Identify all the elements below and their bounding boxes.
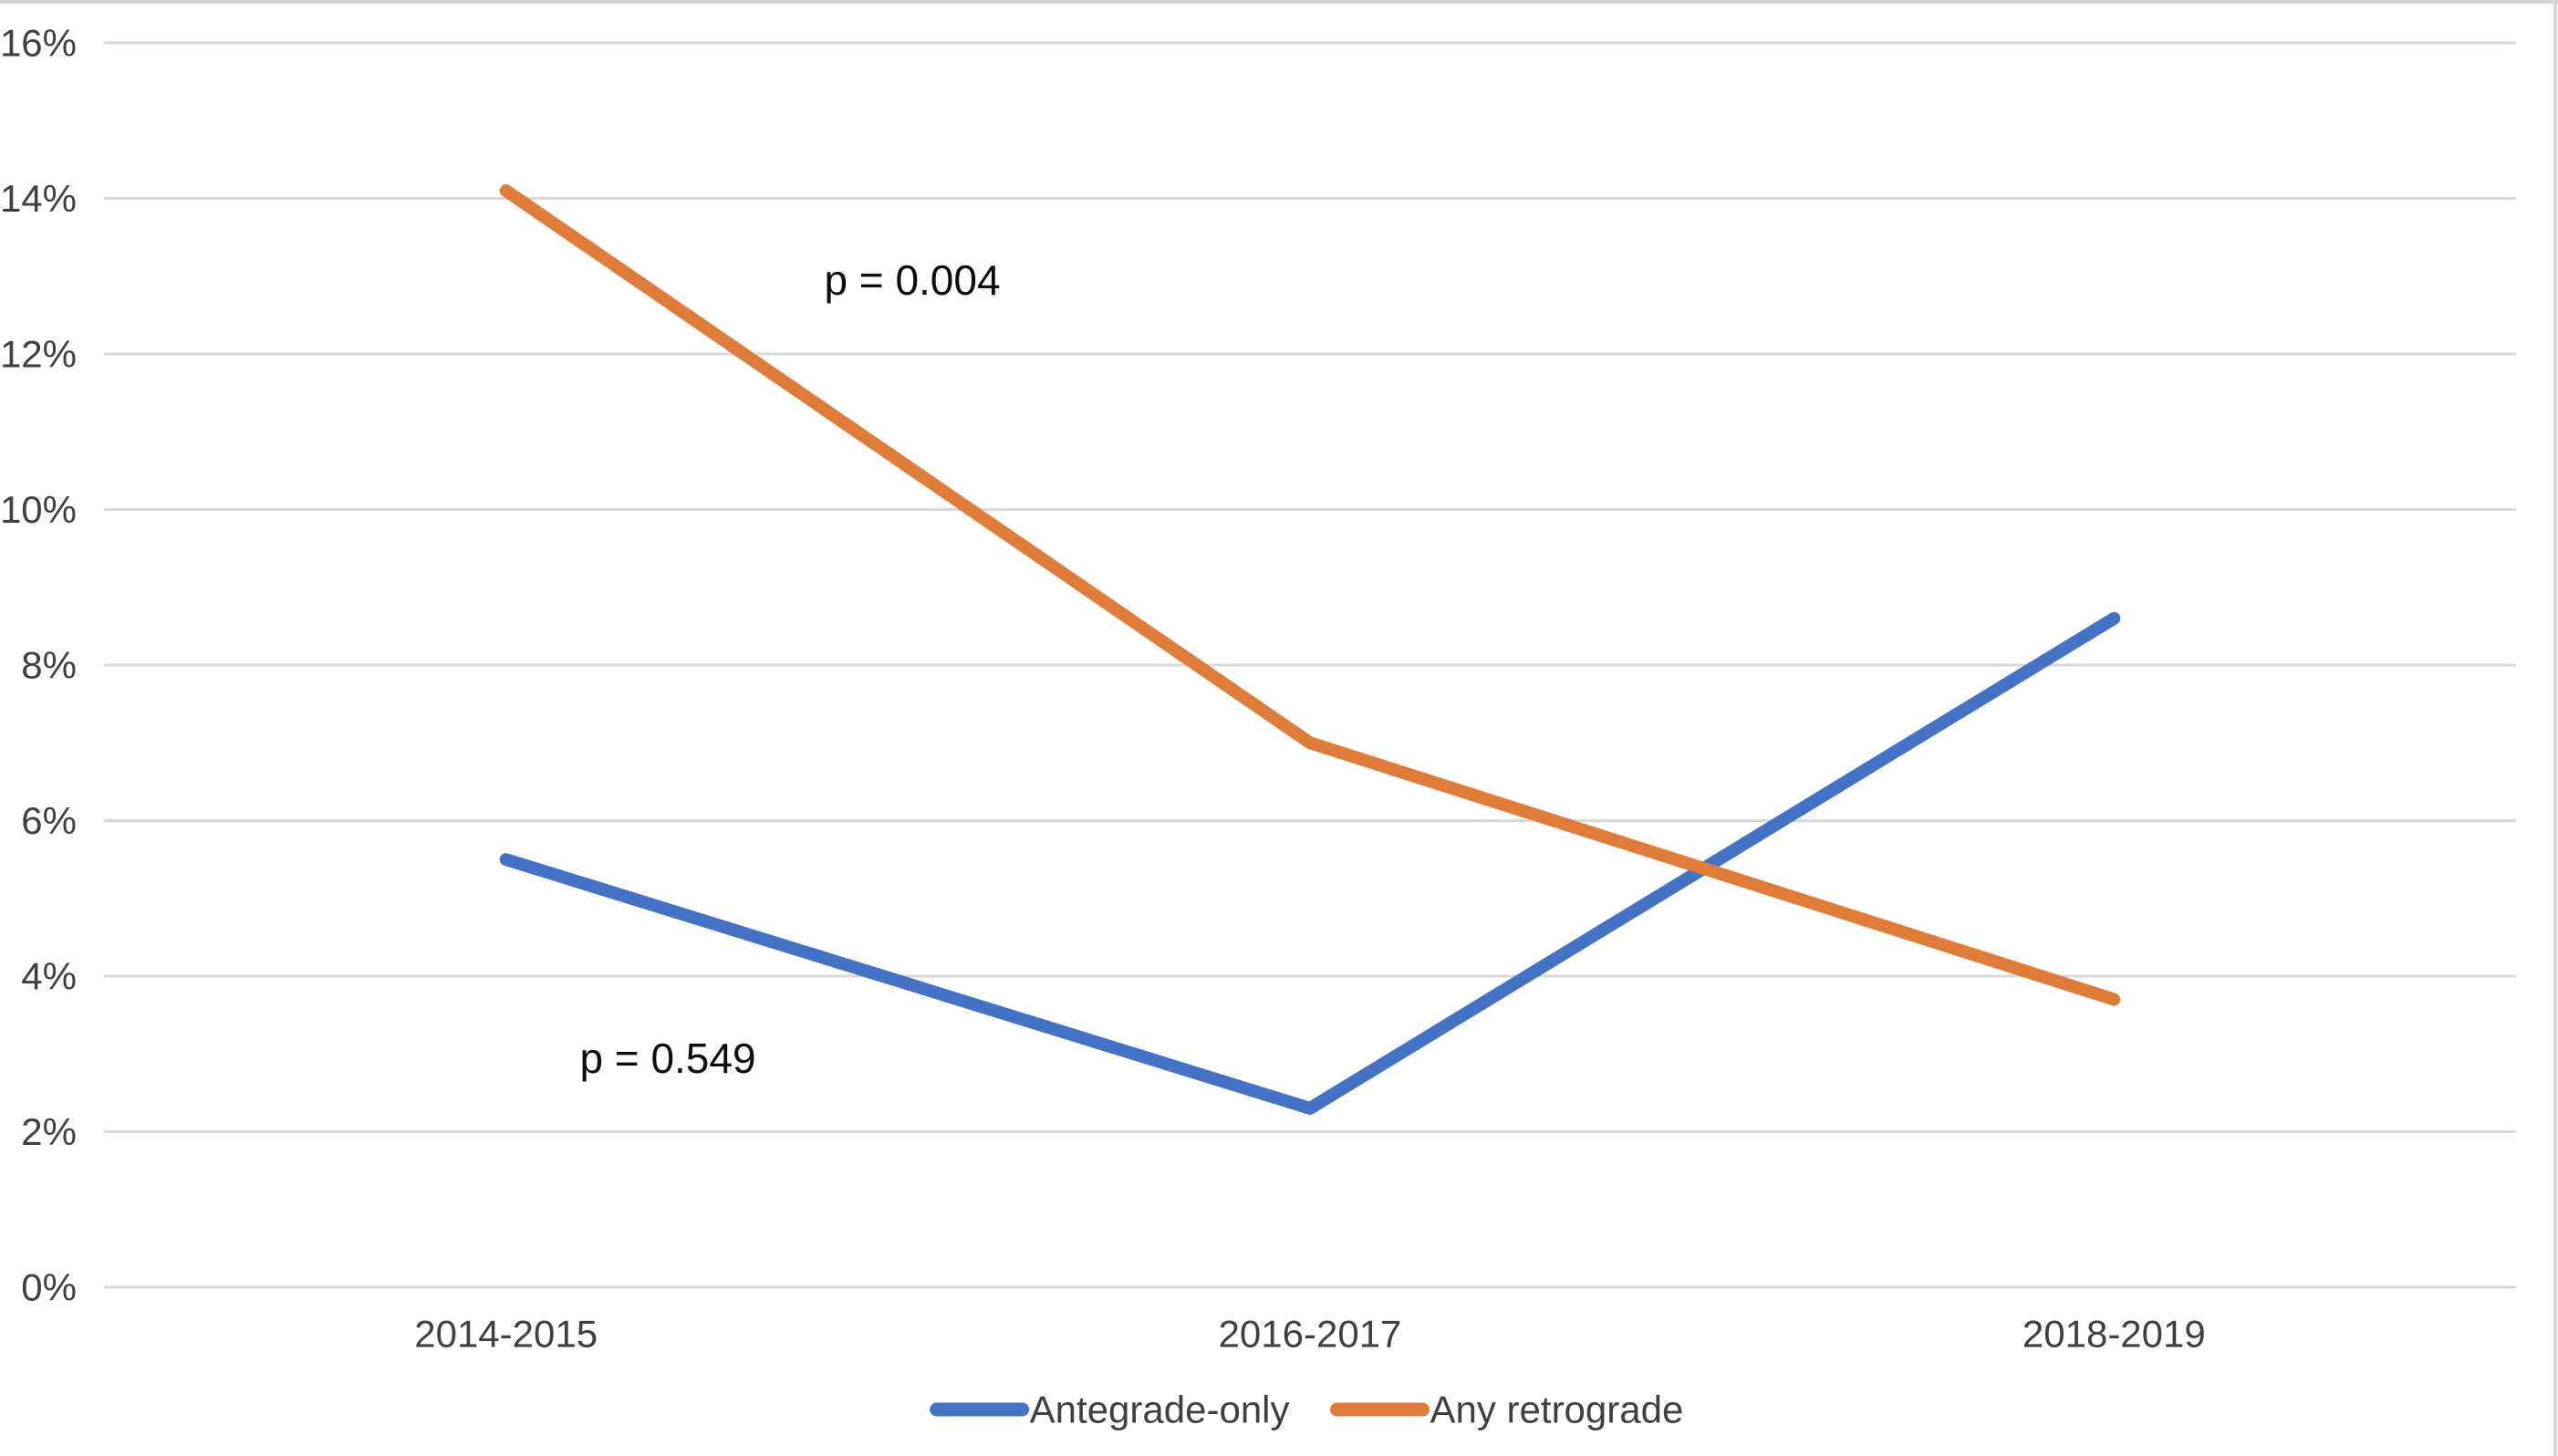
y-tick-label: 12% [0, 333, 77, 376]
y-tick-label: 8% [21, 644, 77, 687]
y-tick-label: 2% [21, 1110, 77, 1153]
x-axis-tick-labels: 2014-2015 2016-2017 2018-2019 [414, 1313, 2206, 1356]
p-value-annotations: p = 0.004 p = 0.549 [579, 256, 1000, 1082]
gridlines [104, 41, 2516, 1289]
legend-label: Antegrade-only [1030, 1388, 1290, 1431]
legend-item-antegrade-only: Antegrade-only [930, 1388, 1290, 1431]
y-axis-tick-labels: 0% 2% 4% 6% 8% 10% 12% 14% 16% [0, 22, 77, 1309]
y-tick-label: 14% [0, 177, 77, 220]
series-line-antegrade-only [499, 611, 2121, 1115]
legend: Antegrade-only Any retrograde [930, 1388, 1684, 1431]
annotation-antegrade-only: p = 0.549 [579, 1035, 755, 1082]
y-tick-label: 4% [21, 955, 77, 998]
data-series-lines [499, 183, 2121, 1115]
y-tick-label: 10% [0, 488, 77, 531]
x-tick-label: 2014-2015 [414, 1313, 598, 1356]
x-tick-label: 2016-2017 [1219, 1313, 1402, 1356]
y-tick-label: 6% [21, 799, 77, 842]
x-tick-label: 2018-2019 [2022, 1313, 2206, 1356]
annotation-any-retrograde: p = 0.004 [824, 256, 1000, 304]
series-line-any-retrograde [499, 183, 2121, 1006]
legend-label: Any retrograde [1430, 1388, 1684, 1431]
y-tick-label: 0% [21, 1266, 77, 1309]
legend-item-any-retrograde: Any retrograde [1330, 1388, 1684, 1431]
y-tick-label: 16% [0, 22, 77, 65]
